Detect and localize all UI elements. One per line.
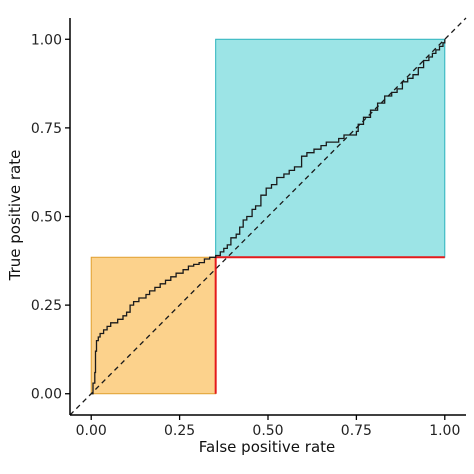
x-tick-label: 0.00 xyxy=(76,423,107,439)
y-tick-label: 0.50 xyxy=(31,210,62,226)
x-tick-label: 1.00 xyxy=(429,423,460,439)
x-axis-title: False positive rate xyxy=(199,438,336,456)
region-lower-left xyxy=(90,256,217,395)
x-tick-label: 0.25 xyxy=(164,423,195,439)
y-tick-label: 1.00 xyxy=(31,32,62,48)
y-tick-label: 0.00 xyxy=(31,387,62,403)
x-tick-label: 0.50 xyxy=(252,423,283,439)
plot-area xyxy=(69,17,467,416)
x-tick-label: 0.75 xyxy=(341,423,372,439)
roc-curve-line xyxy=(91,39,446,395)
reference-diagonal-line xyxy=(69,17,467,416)
axes: 0.00 0.25 0.50 0.75 1.00 0.00 0.25 0.50 0.75 1.00 xyxy=(31,18,466,439)
y-tick-label: 0.75 xyxy=(31,121,62,137)
y-axis-title: True positive rate xyxy=(6,150,24,282)
region-upper-right xyxy=(215,38,446,258)
y-tick-label: 0.25 xyxy=(31,298,62,314)
